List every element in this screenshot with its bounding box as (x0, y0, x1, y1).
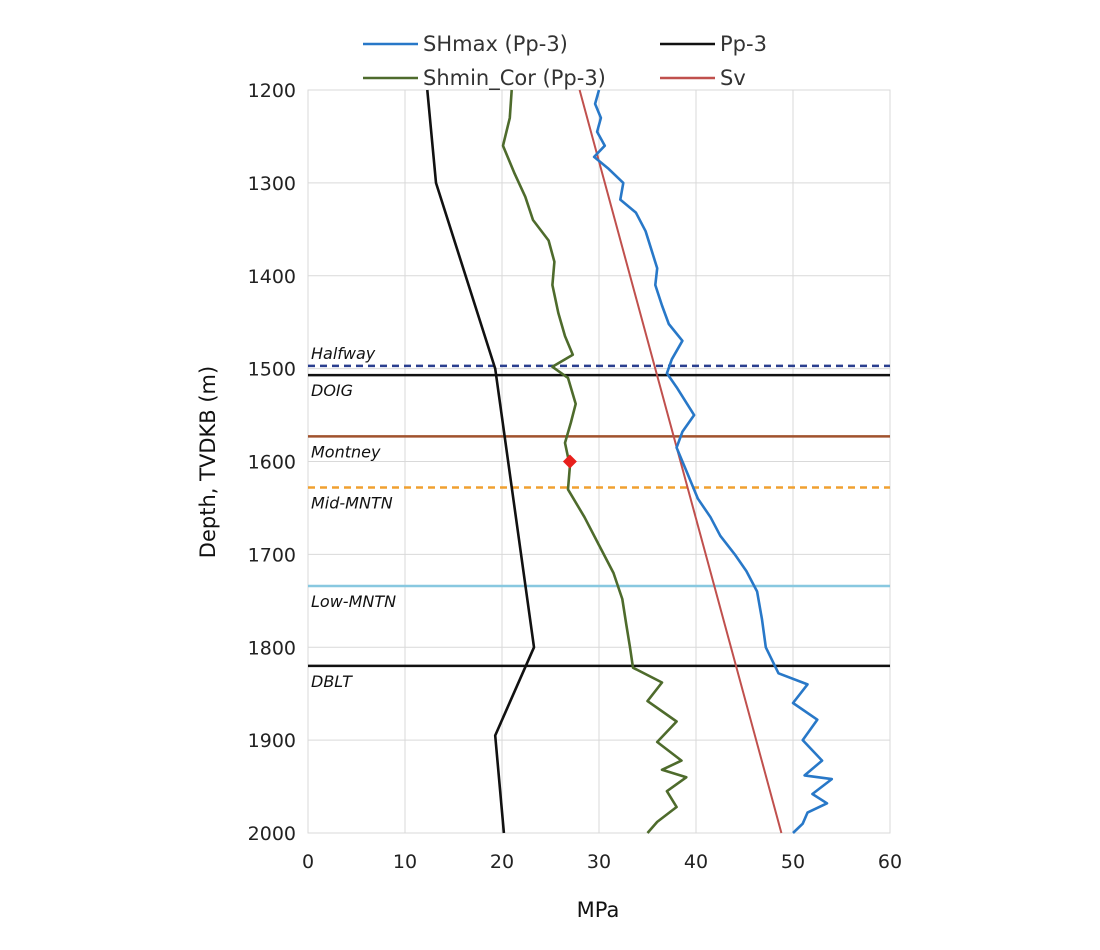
x-tick-label: 40 (684, 851, 708, 873)
formation-label: DOIG (311, 381, 353, 400)
x-tick-label: 60 (878, 851, 902, 873)
y-tick-label: 1200 (248, 80, 296, 102)
x-tick-label: 20 (490, 851, 514, 873)
formation-label: Mid-MNTN (311, 494, 393, 513)
data-marker-diamond (562, 454, 577, 469)
y-tick-label: 1800 (248, 637, 296, 659)
tick-labels: 0 10 20 30 40 50 60 1200 1300 1400 1500 1600 1700 180… (248, 80, 902, 873)
y-tick-label: 1700 (248, 544, 296, 566)
legend-label: Sv (720, 66, 746, 90)
x-tick-label: 50 (781, 851, 805, 873)
y-axis-title: Depth, TVDKB (m) (196, 366, 220, 558)
grid (307, 89, 891, 834)
x-axis-title: MPa (577, 898, 620, 922)
legend-label: Shmin_Cor (Pp-3) (423, 66, 606, 91)
x-tick-label: 10 (393, 851, 417, 873)
legend-label: SHmax (Pp-3) (423, 32, 568, 56)
formation-label: Montney (311, 442, 381, 461)
formation-label: Low-MNTN (311, 592, 396, 611)
data-markers (562, 454, 577, 469)
legend: SHmax (Pp-3) Pp-3 Shmin_Cor (Pp-3) Sv (363, 32, 767, 91)
series-line (426, 89, 536, 834)
y-tick-label: 1300 (248, 173, 296, 195)
series-lines (426, 89, 834, 834)
y-tick-label: 1500 (248, 359, 296, 381)
series-line (592, 89, 834, 834)
x-tick-label: 0 (302, 851, 314, 873)
formation-label: Halfway (311, 344, 376, 363)
y-tick-label: 2000 (248, 823, 296, 845)
legend-label: Pp-3 (720, 32, 767, 56)
formation-lines: Halfway DOIG Montney Mid-MNTN Low-MNTN DBLT (308, 344, 890, 691)
y-tick-label: 1900 (248, 730, 296, 752)
y-tick-label: 1600 (248, 452, 296, 474)
y-tick-label: 1400 (248, 266, 296, 288)
formation-label: DBLT (311, 672, 353, 691)
x-tick-label: 30 (587, 851, 611, 873)
series-line (578, 89, 783, 834)
series-line (501, 89, 688, 834)
